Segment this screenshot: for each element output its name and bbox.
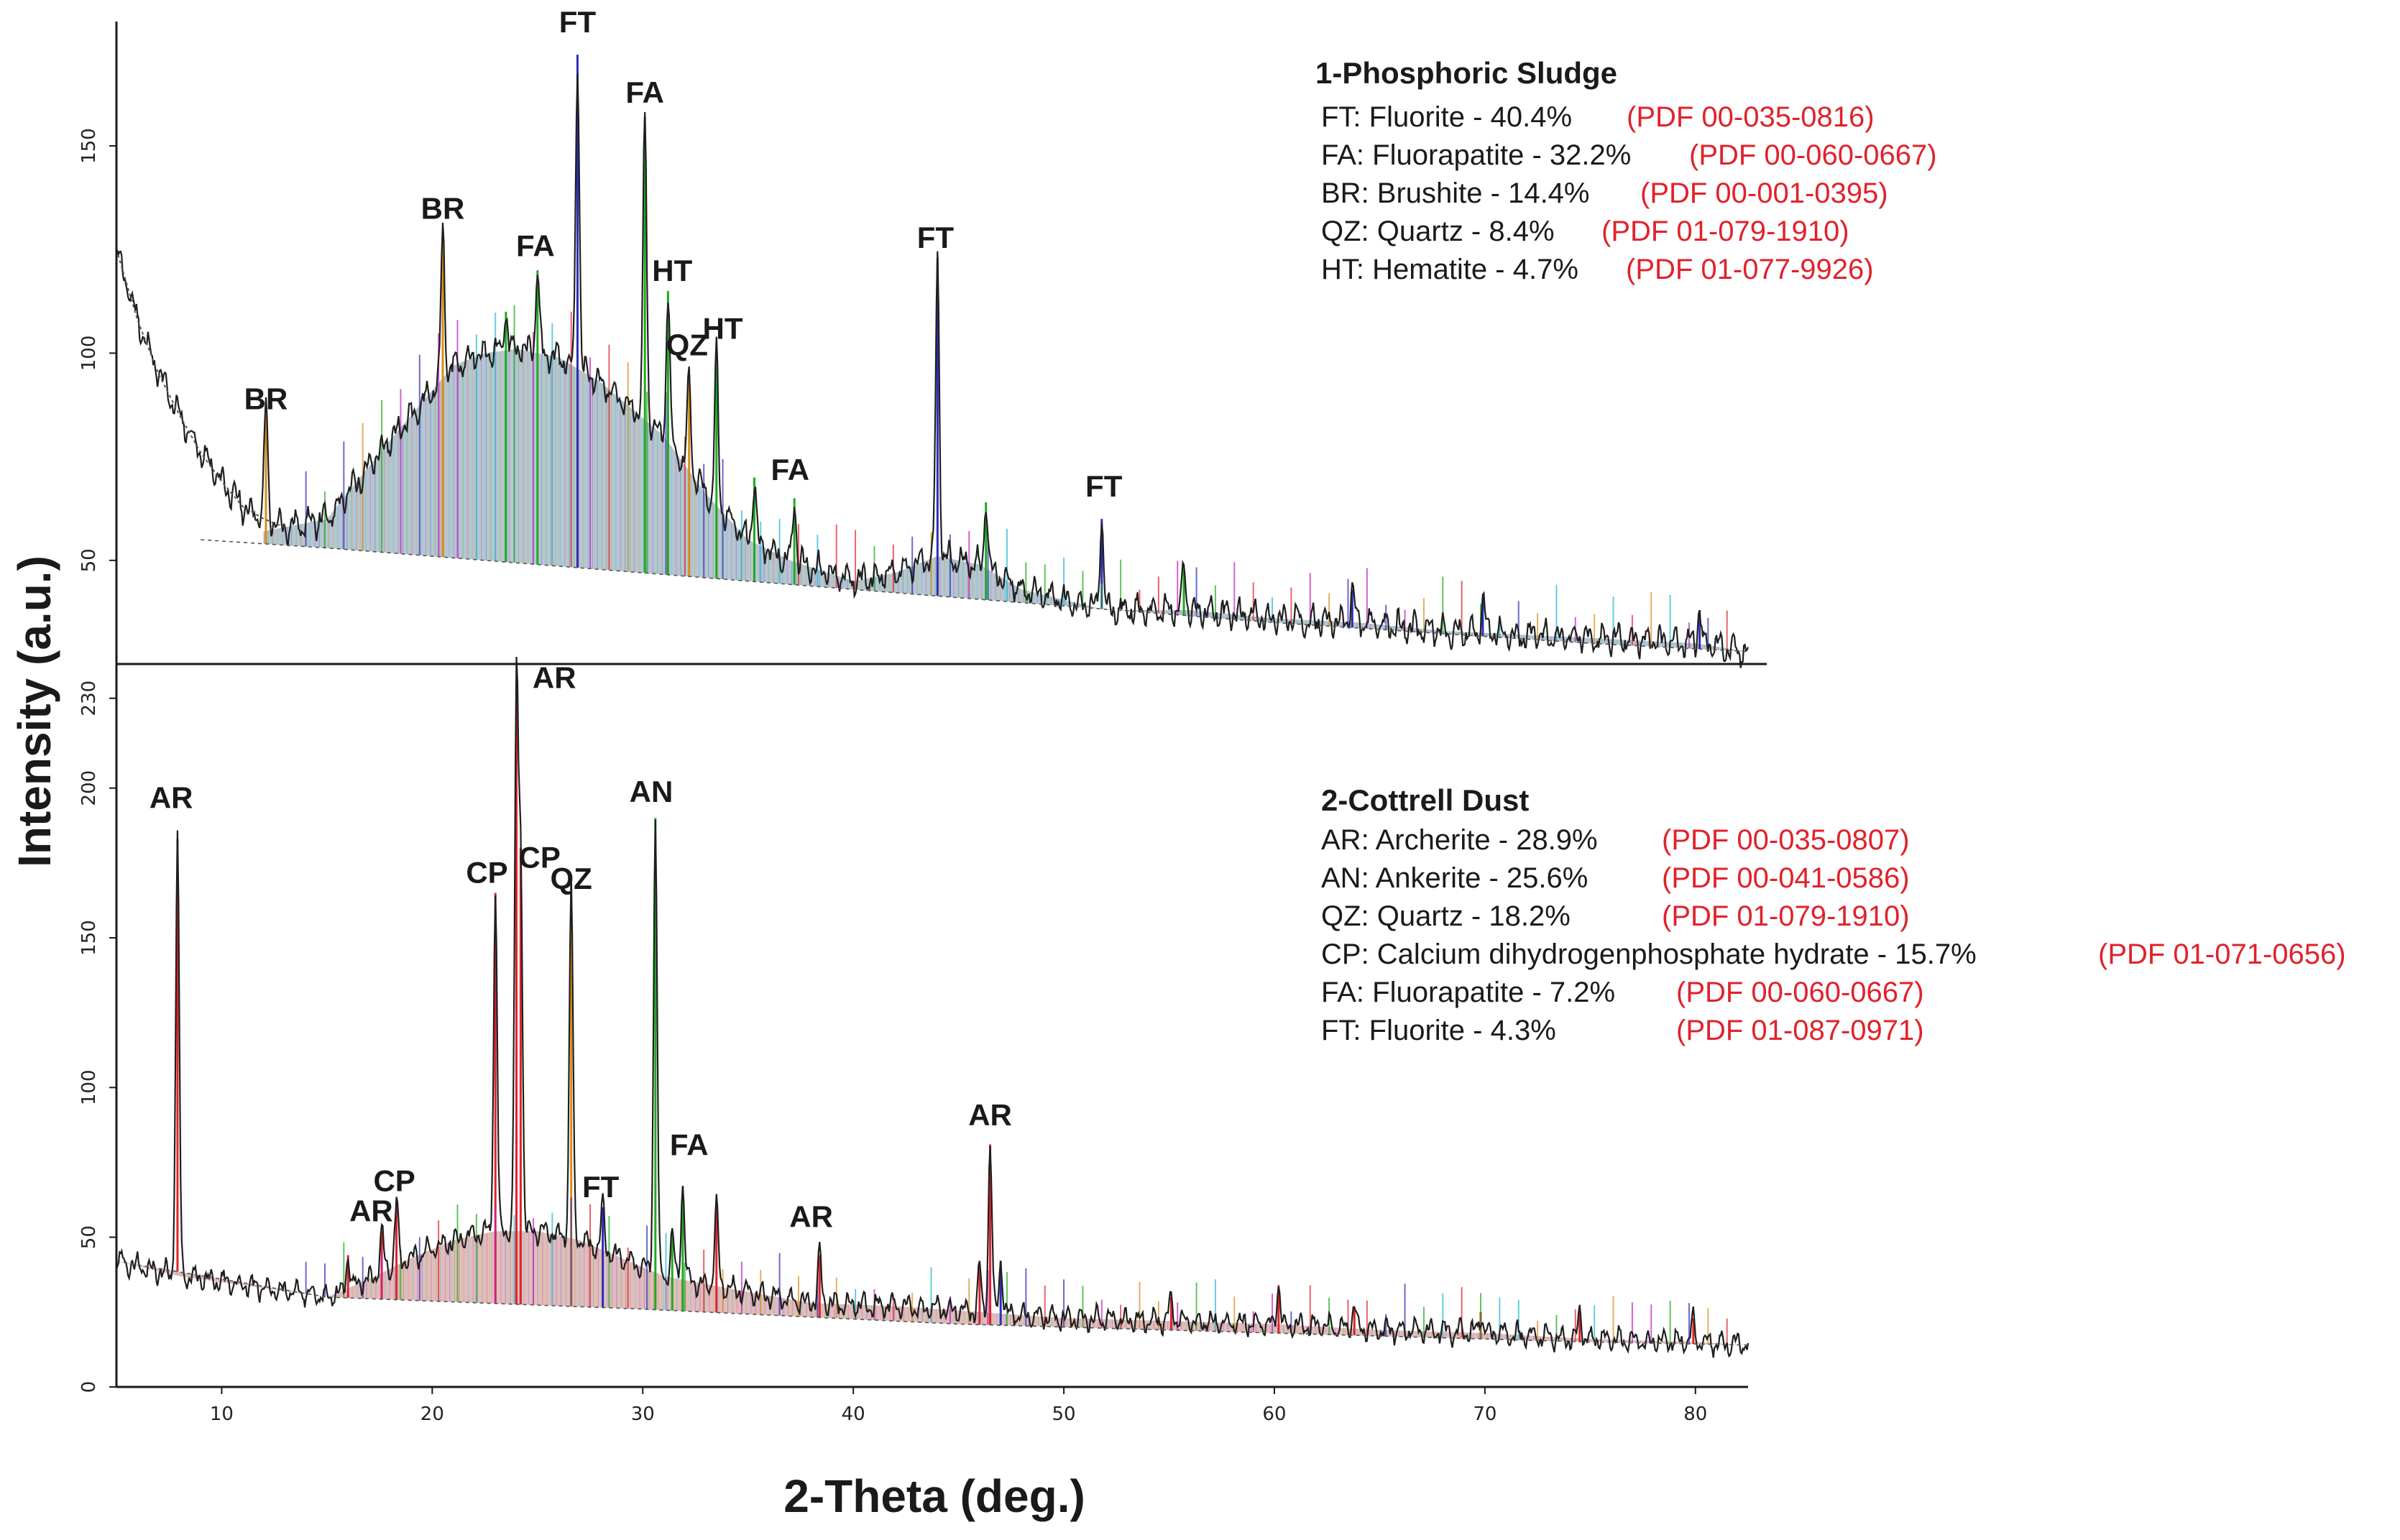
x-tick-label: 80 (1683, 1403, 1707, 1425)
measured-trace (116, 73, 1750, 668)
legend-entry-pdf-ref: (PDF 01-077-9926) (1626, 254, 1874, 285)
peak-label: QZ (666, 328, 708, 362)
legend-entry-pdf-ref: (PDF 00-041-0586) (1662, 862, 1910, 894)
legend-entry-pdf-ref: (PDF 01-079-1910) (1601, 216, 1849, 247)
y-tick-label: 200 (78, 770, 100, 806)
y-axis-title: Intensity (a.u.) (9, 555, 60, 867)
peak-label: CP (519, 841, 561, 875)
legend-entry-pdf-ref: (PDF 00-060-0667) (1676, 977, 1924, 1008)
axes-frame (115, 22, 1767, 1388)
measured-trace (115, 656, 1750, 1358)
peak-label: FT (917, 221, 955, 254)
fitted-background (116, 249, 285, 528)
legend-entry-text: AN: Ankerite - 25.6% (1321, 862, 1588, 894)
legend-entry-text: AR: Archerite - 28.9% (1321, 824, 1598, 856)
y-tick-label: 100 (78, 336, 100, 372)
legend-entry-text: HT: Hematite - 4.7% (1321, 254, 1578, 285)
peak-label: AR (968, 1098, 1012, 1132)
y-tick-label: 150 (78, 128, 100, 164)
x-tick-label: 60 (1262, 1403, 1286, 1425)
peak-label: CP (373, 1164, 415, 1198)
phosphoric-sludge-legend: 1-Phosphoric Sludge FT: Fluorite - 40.4%… (1315, 56, 1937, 285)
legend-title: 2-Cottrell Dust (1321, 783, 1529, 817)
peak-label: FT (582, 1170, 620, 1204)
legend-entry-text: FA: Fluorapatite - 7.2% (1321, 977, 1615, 1008)
peak-label: QZ (551, 862, 592, 895)
legend-entry-text: CP: Calcium dihydrogenphosphate hydrate … (1321, 939, 1977, 970)
peak-label: FA (670, 1128, 709, 1162)
peak-label: AN (630, 775, 673, 808)
peak-label: BR (244, 382, 288, 416)
x-tick-label: 20 (420, 1403, 444, 1425)
hump-hatch (263, 349, 1747, 652)
amorphous-hump-fill (116, 1231, 1748, 1345)
x-tick-label: 30 (631, 1403, 655, 1425)
legend-entry-pdf-ref: (PDF 01-071-0656) (2098, 939, 2346, 970)
legend-entry-pdf-ref: (PDF 00-035-0807) (1662, 824, 1910, 856)
y-tick-label: 50 (78, 548, 100, 572)
y-tick-label: 50 (78, 1225, 100, 1249)
peak-label: CP (466, 856, 507, 890)
x-tick-label: 70 (1473, 1403, 1496, 1425)
x-tick-label: 50 (1052, 1403, 1076, 1425)
peak-label: FA (771, 453, 809, 487)
legend-entry-pdf-ref: (PDF 01-079-1910) (1662, 900, 1910, 932)
peak-label: HT (703, 312, 743, 346)
amorphous-hump-fill (264, 349, 1748, 652)
legend-title: 1-Phosphoric Sludge (1315, 56, 1617, 90)
y-tick-label: 150 (78, 920, 100, 956)
x-tick-label: 40 (842, 1403, 865, 1425)
peak-label: BR (421, 191, 465, 225)
peak-label: AR (349, 1194, 393, 1227)
legend-entry-text: FA: Fluorapatite - 32.2% (1321, 139, 1631, 171)
legend-entry-text: QZ: Quartz - 8.4% (1321, 216, 1555, 247)
peak-label: AR (789, 1200, 833, 1234)
x-tick-label: 10 (210, 1403, 234, 1425)
peak-label: AR (533, 661, 576, 695)
y-tick-label: 230 (78, 681, 100, 716)
peak-label: HT (652, 254, 692, 287)
peak-label: FA (516, 229, 555, 262)
y-tick-label: 100 (78, 1070, 100, 1106)
cottrell-dust-legend: 2-Cottrell Dust AR: Archerite - 28.9% (PD… (1321, 783, 2346, 1046)
peak-label: AR (150, 780, 193, 814)
legend-entry-text: FT: Fluorite - 40.4% (1321, 101, 1572, 133)
y-tick-label: 0 (78, 1381, 100, 1393)
legend-entry-text: FT: Fluorite - 4.3% (1321, 1015, 1556, 1046)
legend-entry-text: BR: Brushite - 14.4% (1321, 177, 1590, 209)
legend-entry-text: QZ: Quartz - 18.2% (1321, 900, 1571, 932)
peak-label: FT (559, 5, 597, 39)
legend-entry-pdf-ref: (PDF 00-001-0395) (1640, 177, 1888, 209)
peak-label: FT (1085, 469, 1123, 503)
legend-entry-pdf-ref: (PDF 01-087-0971) (1676, 1015, 1924, 1046)
legend-entry-pdf-ref: (PDF 00-060-0667) (1689, 139, 1937, 171)
legend-entry-pdf-ref: (PDF 00-035-0816) (1627, 101, 1875, 133)
x-axis-title: 2-Theta (deg.) (783, 1470, 1085, 1522)
peak-label: FA (625, 75, 664, 109)
